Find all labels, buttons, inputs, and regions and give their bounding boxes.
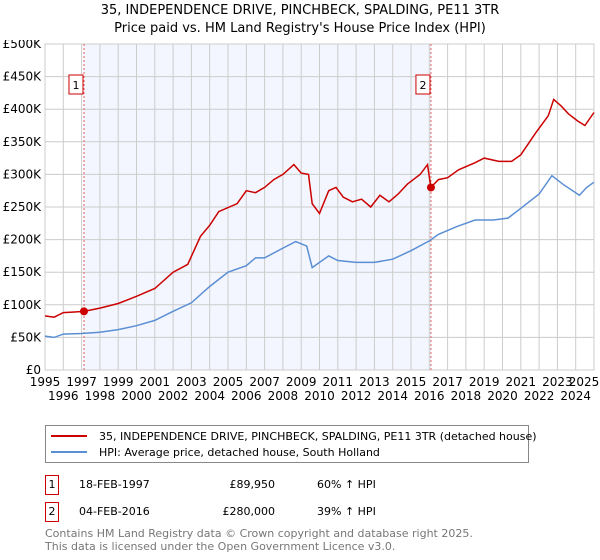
plot-border [44,43,595,371]
x-tick-label: 2006 [231,389,262,403]
x-tick-label: 2015 [396,375,427,389]
y-tick-label: £450K [3,70,43,84]
marker-badge: 2 [45,502,59,522]
x-tick-label: 2024 [560,389,591,403]
date: 04-FEB-2016 [79,505,150,518]
x-tick-label: 2020 [487,389,518,403]
sale-point [426,183,435,192]
x-tick-label: 2019 [469,375,500,389]
legend-swatch-red [51,435,87,437]
legend-label: 35, INDEPENDENCE DRIVE, PINCHBECK, SPALD… [99,429,537,443]
y-tick-label: £150K [3,265,43,279]
hpi-change: 39% ↑ HPI [317,505,376,518]
y-tick-label: £50K [10,330,42,344]
x-tick-label: 2010 [304,389,335,403]
sale-point [79,307,88,316]
x-tick-label: 1997 [66,375,97,389]
x-tick-label: 2025 [569,375,600,389]
annotation-box [415,74,431,95]
x-tick-label: 1998 [85,389,116,403]
annotation-box [68,74,84,95]
price: £280,000 [222,505,276,518]
marker-badge: 1 [45,475,59,495]
y-tick-label: £250K [3,200,43,214]
x-tick-label: 1999 [103,375,134,389]
legend: 35, INDEPENDENCE DRIVE, PINCHBECK, SPALD… [45,425,537,463]
title: 35, INDEPENDENCE DRIVE, PINCHBECK, SPALD… [100,3,500,18]
annotation-label: 2 [419,79,426,92]
subtitle: Price paid vs. HM Land Registry's House … [114,21,486,36]
hpi-change: 60% ↑ HPI [317,478,376,491]
x-tick-label: 2000 [121,389,152,403]
x-tick-label: 2003 [176,375,207,389]
x-tick-label: 2001 [140,375,171,389]
x-tick-label: 1995 [30,375,61,389]
x-tick-label: 2022 [524,389,555,403]
chart-title: 35, INDEPENDENCE DRIVE, PINCHBECK, SPALD… [0,2,600,38]
footer-line1: Contains HM Land Registry data © Crown c… [45,527,473,540]
legend-item-property: 35, INDEPENDENCE DRIVE, PINCHBECK, SPALD… [46,428,537,444]
x-tick-label: 2013 [359,375,390,389]
x-tick-label: 2004 [194,389,225,403]
footer: Contains HM Land Registry data © Crown c… [45,527,473,553]
y-tick-label: £500K [3,40,43,51]
y-tick-label: £0 [26,363,41,377]
legend-item-hpi: HPI: Average price, detached house, Sout… [46,444,380,460]
x-tick-label: 1996 [48,389,79,403]
x-tick-label: 2018 [451,389,482,403]
price: £89,950 [229,478,276,491]
footer-line2: This data is licensed under the Open Gov… [45,540,396,553]
x-tick-label: 2012 [341,389,372,403]
y-tick-label: £300K [3,167,43,181]
y-tick-label: £200K [3,233,43,247]
y-tick-label: £100K [3,298,43,312]
x-tick-label: 2017 [432,375,463,389]
property-price-line [44,98,595,318]
x-tick-label: 2021 [506,375,537,389]
x-tick-label: 2014 [377,389,408,403]
x-tick-label: 2002 [158,389,189,403]
x-tick-label: 2016 [414,389,445,403]
transaction-row: 2 04-FEB-2016 £280,000 39% ↑ HPI [45,502,445,522]
y-tick-label: £400K [3,102,43,116]
x-tick-label: 2009 [286,375,317,389]
date: 18-FEB-1997 [79,478,150,491]
x-tick-label: 2011 [323,375,354,389]
legend-label: HPI: Average price, detached house, Sout… [99,445,380,459]
x-tick-label: 2008 [268,389,299,403]
annotation-label: 1 [72,79,79,92]
x-tick-label: 2007 [249,375,280,389]
legend-swatch-blue [51,451,87,453]
chart: £0 £50K £100K £150K £200K £250K £300K £350K £400… [3,40,600,403]
hpi-line [44,174,595,339]
x-tick-label: 2005 [213,375,244,389]
transaction-row: 1 18-FEB-1997 £89,950 60% ↑ HPI [45,475,445,495]
x-tick-label: 2023 [542,375,573,389]
y-tick-label: £350K [3,135,43,149]
